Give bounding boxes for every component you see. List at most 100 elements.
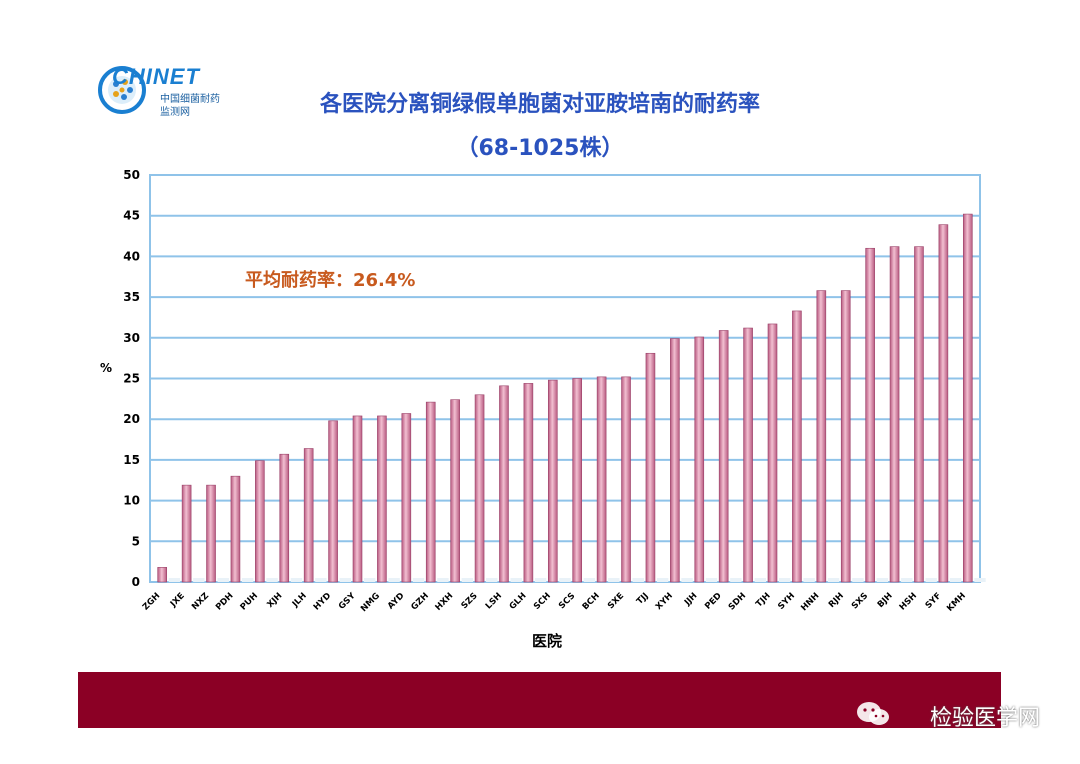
bar-floor: [315, 578, 327, 582]
x-tick-label: AYD: [386, 591, 406, 611]
bar: [865, 247, 875, 583]
x-tick-label: HSH: [898, 591, 919, 612]
bar-floor: [949, 578, 962, 582]
x-tick-label: JXE: [168, 591, 187, 610]
bar-floor: [779, 578, 791, 582]
watermark-text: 检验医学网: [929, 706, 1040, 731]
y-tick-label: 10: [123, 494, 140, 508]
bar: [596, 376, 607, 583]
x-tick-label: GZH: [409, 591, 430, 612]
x-tick-label: NMG: [359, 591, 382, 614]
bar: [230, 475, 241, 583]
bar: [962, 213, 973, 583]
bar: [523, 383, 534, 583]
bar-floor: [339, 578, 351, 582]
logo-line-1: 中国细菌耐药: [160, 94, 220, 105]
bar-floor: [632, 578, 644, 582]
x-tick-label: SXE: [606, 591, 626, 611]
wechat-icon: [857, 702, 889, 725]
bar: [206, 484, 216, 583]
x-tick-label: ZGH: [141, 591, 162, 612]
bar: [572, 378, 583, 583]
x-tick-label: KMH: [945, 591, 968, 614]
bar-floor: [241, 578, 254, 582]
bar: [157, 567, 168, 583]
bars: [157, 213, 986, 583]
y-tick-label: 5: [132, 534, 140, 548]
bar-floor: [925, 578, 937, 582]
x-tick-label: HYD: [312, 591, 333, 612]
grid-lines: [149, 174, 981, 583]
bar: [840, 290, 851, 583]
y-tick-label: 30: [123, 331, 140, 345]
x-tick-label: SZS: [460, 591, 480, 611]
x-tick-label: TJH: [754, 591, 772, 609]
bar: [474, 394, 485, 583]
bar-floor: [486, 578, 498, 582]
y-tick-labels: 0 5 10 15 20 25 30 35 40 45 50: [123, 168, 140, 589]
bar-floor: [168, 578, 181, 582]
bar-floor: [559, 578, 571, 582]
bar-floor: [266, 578, 278, 582]
bar: [377, 415, 387, 583]
x-tick-label: PUH: [239, 591, 260, 612]
logo-brand: CHINET: [112, 64, 200, 89]
bar: [547, 379, 558, 583]
y-tick-label: 45: [123, 209, 140, 223]
x-tick-labels: ZGH JXE NXZ PDH PUH XJH JLH HYD GSY NMG AYD GZH HXH S…: [141, 590, 968, 614]
x-tick-label: SCH: [532, 591, 553, 612]
bar: [938, 224, 949, 583]
bar-floor: [217, 578, 229, 582]
bar-floor: [876, 578, 889, 582]
bar-floor: [290, 578, 303, 582]
y-axis-label: %: [100, 361, 112, 375]
bottom-banner: [78, 672, 1001, 728]
bar: [670, 338, 680, 583]
bar-floor: [534, 578, 547, 582]
x-axis-label: 医院: [532, 632, 562, 650]
logo-line-2: 监测网: [160, 107, 190, 118]
y-tick-label: 40: [123, 249, 140, 263]
x-tick-label: SDH: [727, 591, 748, 612]
bar: [792, 310, 802, 583]
bar-floor: [193, 578, 205, 582]
x-tick-label: PDH: [214, 591, 236, 613]
bar-floor: [974, 578, 986, 582]
x-tick-label: GSY: [337, 590, 358, 611]
bar: [328, 420, 338, 583]
bar-floor: [364, 578, 376, 582]
x-tick-label: BJH: [876, 591, 895, 610]
bar: [767, 323, 778, 583]
chinet-logo-icon: [98, 66, 146, 114]
bar: [352, 415, 363, 583]
x-tick-label: GLH: [508, 591, 529, 612]
bar: [303, 448, 314, 583]
y-tick-label: 35: [123, 290, 140, 304]
bar: [694, 336, 705, 583]
bar: [816, 290, 827, 583]
x-tick-label: HXH: [434, 591, 456, 613]
bar: [255, 460, 265, 583]
bar-floor: [510, 578, 522, 582]
x-tick-label: SYH: [776, 591, 797, 612]
bar: [914, 246, 924, 583]
bar: [645, 352, 656, 583]
x-tick-label: XYH: [654, 591, 675, 612]
bar-floor: [412, 578, 425, 582]
y-tick-label: 0: [132, 575, 140, 589]
average-annotation: 平均耐药率：26.4%: [245, 269, 415, 291]
x-tick-label: JLH: [290, 591, 309, 610]
x-tick-label: TJJ: [635, 591, 651, 607]
bar-floor: [705, 578, 718, 582]
y-tick-label: 50: [123, 168, 140, 182]
bar-floor: [461, 578, 474, 582]
bar-floor: [803, 578, 815, 582]
bar-floor: [852, 578, 864, 582]
x-tick-label: SCS: [557, 591, 577, 611]
bar: [401, 413, 412, 583]
chart-subtitle: （68-1025株）: [456, 136, 624, 161]
bar: [743, 327, 753, 583]
x-tick-label: LSH: [484, 591, 504, 611]
y-tick-label: 15: [123, 453, 140, 467]
